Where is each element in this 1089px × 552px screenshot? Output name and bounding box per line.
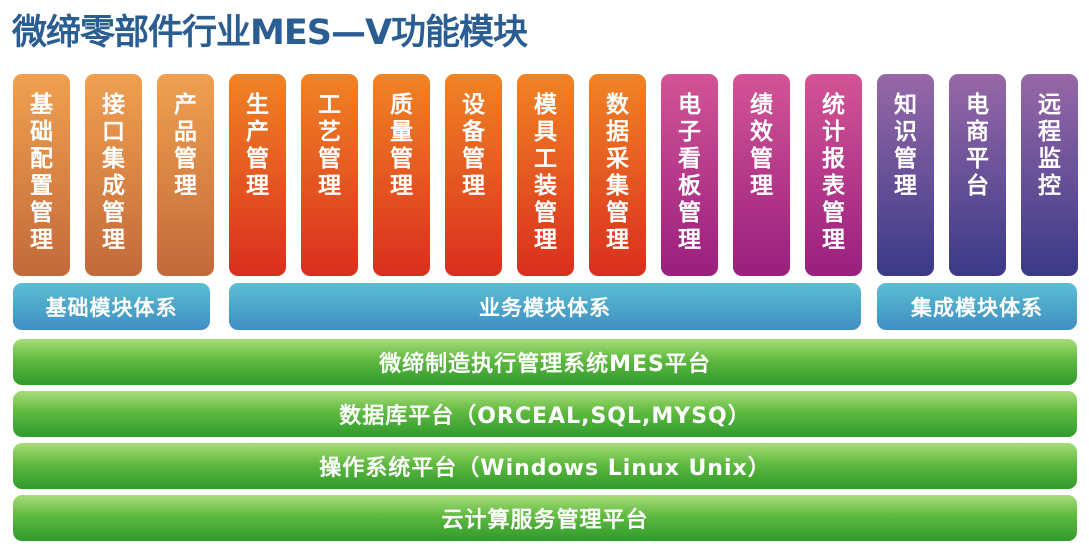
module-5: 工艺管理 (301, 74, 358, 276)
module-label: 接口集成管理 (102, 92, 125, 253)
group-basic: 基础模块体系 (13, 283, 210, 330)
module-label: 生产管理 (246, 92, 269, 199)
module-label: 工艺管理 (318, 92, 341, 199)
module-12: 统计报表管理 (805, 74, 862, 276)
module-label: 产品管理 (174, 92, 197, 199)
module-14: 电商平台 (949, 74, 1006, 276)
module-2: 接口集成管理 (85, 74, 142, 276)
module-label: 电商平台 (966, 92, 989, 199)
page-title: 微缔零部件行业MES—V功能模块 (12, 13, 528, 53)
module-9: 数据采集管理 (589, 74, 646, 276)
module-label: 统计报表管理 (822, 92, 845, 253)
platform-mes: 微缔制造执行管理系统MES平台 (13, 339, 1077, 385)
module-11: 绩效管理 (733, 74, 790, 276)
platform-os: 操作系统平台（Windows Linux Unix） (13, 443, 1077, 489)
module-3: 产品管理 (157, 74, 214, 276)
module-10: 电子看板管理 (661, 74, 718, 276)
module-label: 基础配置管理 (30, 92, 53, 253)
group-integration: 集成模块体系 (877, 283, 1077, 330)
module-15: 远程监控 (1021, 74, 1078, 276)
module-label: 远程监控 (1038, 92, 1061, 199)
module-1: 基础配置管理 (13, 74, 70, 276)
module-13: 知识管理 (877, 74, 934, 276)
platform-cloud: 云计算服务管理平台 (13, 495, 1077, 541)
module-7: 设备管理 (445, 74, 502, 276)
module-4: 生产管理 (229, 74, 286, 276)
module-8: 模具工装管理 (517, 74, 574, 276)
platform-database: 数据库平台（ORCEAL,SQL,MYSQ） (13, 391, 1077, 437)
module-label: 绩效管理 (750, 92, 773, 199)
module-label: 模具工装管理 (534, 92, 557, 253)
module-label: 质量管理 (390, 92, 413, 199)
module-label: 数据采集管理 (606, 92, 629, 253)
module-6: 质量管理 (373, 74, 430, 276)
module-label: 电子看板管理 (678, 92, 701, 253)
module-label: 设备管理 (462, 92, 485, 199)
module-label: 知识管理 (894, 92, 917, 199)
group-business: 业务模块体系 (229, 283, 861, 330)
